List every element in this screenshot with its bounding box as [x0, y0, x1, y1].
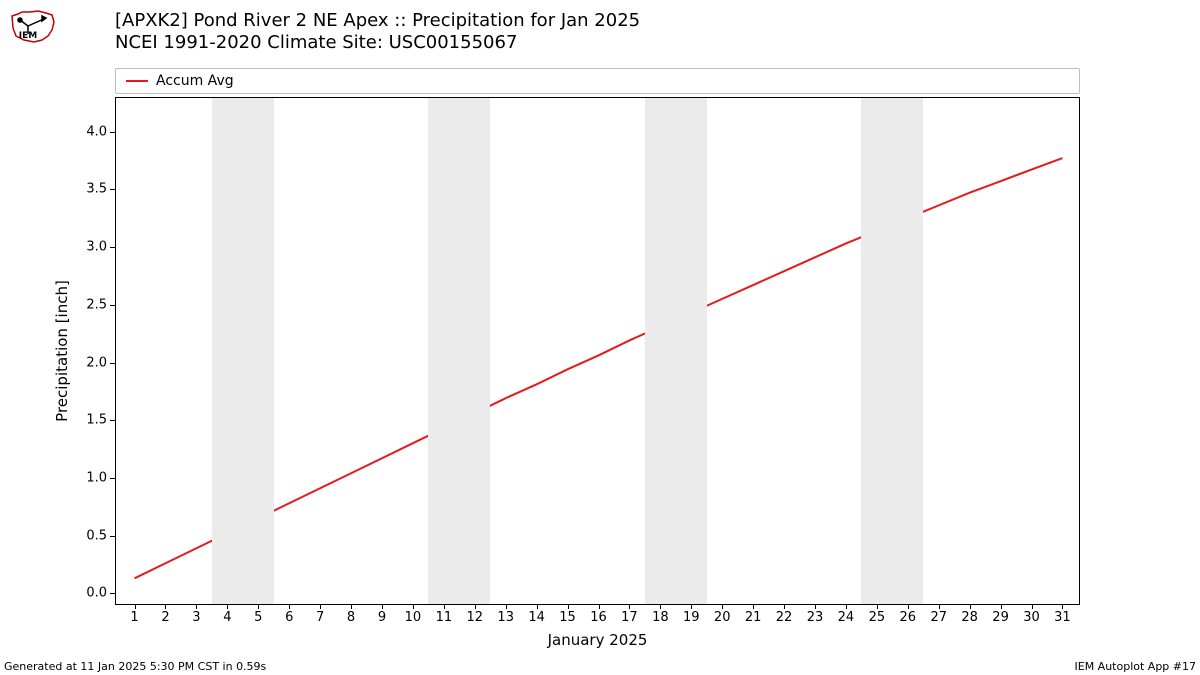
x-tick-mark — [877, 604, 878, 609]
x-tick-label: 23 — [807, 610, 824, 625]
y-tick-mark — [110, 420, 115, 421]
x-tick-mark — [444, 604, 445, 609]
x-tick-label: 1 — [130, 610, 138, 625]
x-tick-label: 19 — [683, 610, 700, 625]
x-tick-mark — [629, 604, 630, 609]
x-tick-label: 14 — [528, 610, 545, 625]
x-tick-label: 2 — [161, 610, 169, 625]
x-tick-mark — [1032, 604, 1033, 609]
x-tick-label: 8 — [347, 610, 355, 625]
x-tick-label: 13 — [497, 610, 514, 625]
x-tick-label: 7 — [316, 610, 324, 625]
x-tick-label: 11 — [436, 610, 453, 625]
x-tick-label: 17 — [621, 610, 638, 625]
svg-text:IEM: IEM — [19, 31, 37, 41]
x-tick-label: 26 — [900, 610, 917, 625]
plot-area: 1234567891011121314151617181920212223242… — [115, 97, 1080, 605]
x-tick-mark — [135, 604, 136, 609]
x-tick-mark — [568, 604, 569, 609]
legend-label: Accum Avg — [156, 73, 234, 89]
x-tick-label: 9 — [378, 610, 386, 625]
x-tick-mark — [506, 604, 507, 609]
x-tick-mark — [320, 604, 321, 609]
x-tick-mark — [722, 604, 723, 609]
x-tick-mark — [196, 604, 197, 609]
legend: Accum Avg — [115, 68, 1080, 94]
x-tick-mark — [908, 604, 909, 609]
chart-title-block: [APXK2] Pond River 2 NE Apex :: Precipit… — [115, 10, 640, 54]
iem-logo: IEM — [8, 8, 56, 46]
y-tick-label: 0.5 — [67, 528, 107, 543]
x-tick-mark — [227, 604, 228, 609]
x-tick-label: 15 — [559, 610, 576, 625]
y-tick-mark — [110, 247, 115, 248]
x-tick-mark — [351, 604, 352, 609]
y-tick-mark — [110, 478, 115, 479]
footer-right: IEM Autoplot App #17 — [1075, 660, 1197, 673]
x-tick-mark — [475, 604, 476, 609]
weekend-band — [212, 98, 274, 604]
x-tick-label: 5 — [254, 610, 262, 625]
x-tick-label: 21 — [745, 610, 762, 625]
x-tick-label: 16 — [590, 610, 607, 625]
y-tick-mark — [110, 593, 115, 594]
x-tick-label: 18 — [652, 610, 669, 625]
chart-title-line1: [APXK2] Pond River 2 NE Apex :: Precipit… — [115, 10, 640, 32]
x-tick-label: 25 — [869, 610, 886, 625]
y-tick-label: 3.0 — [67, 240, 107, 255]
x-tick-mark — [165, 604, 166, 609]
x-tick-mark — [815, 604, 816, 609]
x-tick-mark — [753, 604, 754, 609]
footer-left: Generated at 11 Jan 2025 5:30 PM CST in … — [4, 660, 266, 673]
x-tick-mark — [846, 604, 847, 609]
x-tick-label: 20 — [714, 610, 731, 625]
x-tick-mark — [691, 604, 692, 609]
legend-swatch — [126, 80, 148, 82]
x-axis-label: January 2025 — [548, 631, 648, 649]
x-tick-mark — [939, 604, 940, 609]
x-tick-label: 27 — [930, 610, 947, 625]
x-tick-mark — [537, 604, 538, 609]
x-tick-mark — [660, 604, 661, 609]
x-tick-mark — [599, 604, 600, 609]
y-tick-label: 1.0 — [67, 471, 107, 486]
x-tick-mark — [970, 604, 971, 609]
x-tick-mark — [258, 604, 259, 609]
x-tick-mark — [1001, 604, 1002, 609]
weekend-band — [428, 98, 490, 604]
chart-title-line2: NCEI 1991-2020 Climate Site: USC00155067 — [115, 32, 640, 54]
x-tick-mark — [784, 604, 785, 609]
x-tick-label: 29 — [992, 610, 1009, 625]
x-tick-label: 6 — [285, 610, 293, 625]
x-tick-label: 3 — [192, 610, 200, 625]
x-tick-label: 4 — [223, 610, 231, 625]
x-tick-label: 12 — [467, 610, 484, 625]
weekend-band — [861, 98, 923, 604]
x-tick-label: 30 — [1023, 610, 1040, 625]
y-tick-label: 1.5 — [67, 413, 107, 428]
y-tick-mark — [110, 189, 115, 190]
y-tick-mark — [110, 536, 115, 537]
x-tick-mark — [1062, 604, 1063, 609]
series-line — [135, 158, 1063, 578]
x-tick-mark — [413, 604, 414, 609]
y-tick-mark — [110, 132, 115, 133]
y-tick-mark — [110, 305, 115, 306]
y-tick-mark — [110, 363, 115, 364]
y-tick-label: 3.5 — [67, 182, 107, 197]
x-tick-label: 22 — [776, 610, 793, 625]
y-tick-label: 0.0 — [67, 586, 107, 601]
x-tick-label: 10 — [405, 610, 422, 625]
weekend-band — [645, 98, 707, 604]
x-tick-label: 28 — [961, 610, 978, 625]
y-tick-label: 4.0 — [67, 124, 107, 139]
x-tick-label: 24 — [838, 610, 855, 625]
y-tick-label: 2.5 — [67, 297, 107, 312]
x-tick-label: 31 — [1054, 610, 1071, 625]
y-tick-label: 2.0 — [67, 355, 107, 370]
x-tick-mark — [289, 604, 290, 609]
x-tick-mark — [382, 604, 383, 609]
